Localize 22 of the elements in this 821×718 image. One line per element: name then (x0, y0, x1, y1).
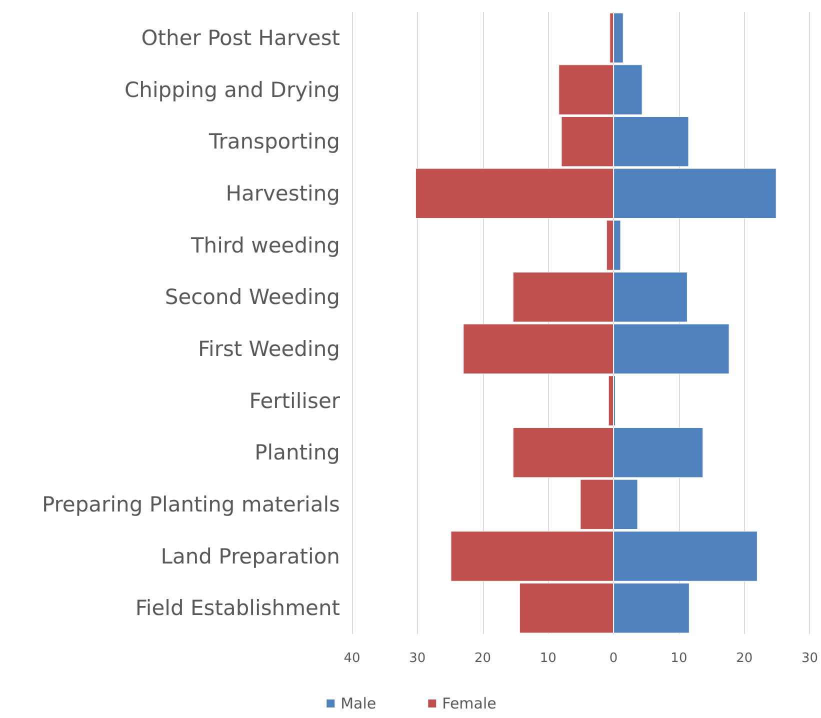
y-tick-label: Chipping and Drying (124, 78, 340, 102)
x-tick-label: 40 (344, 651, 360, 666)
legend-label: Male (340, 694, 376, 712)
x-tick-label: 20 (474, 651, 492, 666)
y-tick-label: First Weeding (198, 336, 340, 361)
y-tick-label: Preparing Planting materials (42, 492, 340, 516)
x-tick-label: 30 (801, 651, 818, 666)
y-tick-label: Harvesting (226, 181, 340, 206)
y-tick-label: Third weeding (190, 233, 340, 258)
x-tick-label: 0 (609, 651, 618, 666)
y-tick-label: Transporting (208, 130, 340, 154)
y-tick-label: Planting (254, 440, 340, 465)
legend-label: Female (442, 694, 496, 712)
y-tick-label: Fertiliser (249, 388, 340, 413)
y-tick-label: Other Post Harvest (141, 26, 340, 50)
x-tick-label: 20 (736, 651, 753, 666)
y-tick-label: Field Establishment (135, 596, 340, 620)
x-tick-label: 10 (540, 651, 556, 666)
x-tick-label: 10 (670, 651, 688, 666)
y-tick-label: Land Preparation (160, 544, 340, 568)
y-tick-label: Second Weeding (164, 285, 340, 310)
x-tick-label: 30 (409, 651, 426, 666)
